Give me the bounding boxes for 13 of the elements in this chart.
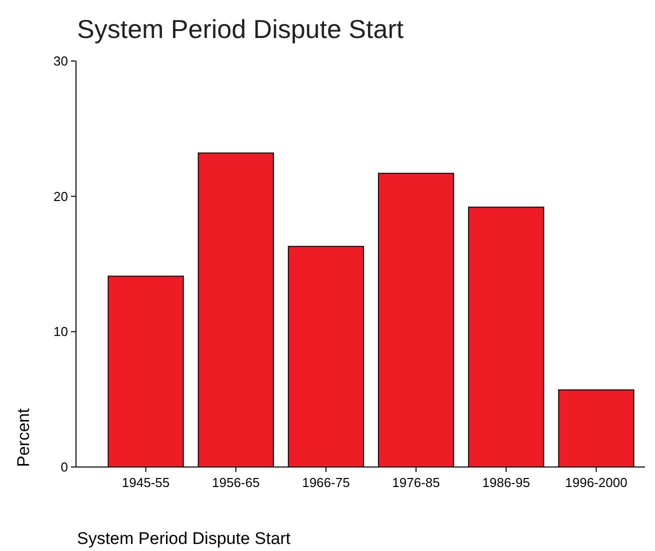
x-tick-label: 1976-85 [392, 475, 440, 490]
y-tick-label: 30 [54, 54, 68, 69]
x-axis-title: System Period Dispute Start [77, 529, 291, 548]
x-tick-label: 1966-75 [302, 475, 350, 490]
x-tick-label: 1996-2000 [565, 475, 628, 490]
y-axis-title: Percent [14, 408, 33, 467]
x-tick-label: 1986-95 [482, 475, 530, 490]
chart-title: System Period Dispute Start [77, 14, 404, 44]
x-tick-label: 1945-55 [122, 475, 170, 490]
y-tick-label: 20 [54, 188, 68, 204]
y-tick-label: 0 [60, 460, 68, 475]
x-tick-label: 1956-65 [212, 475, 260, 490]
y-tick-label: 10 [54, 324, 68, 340]
